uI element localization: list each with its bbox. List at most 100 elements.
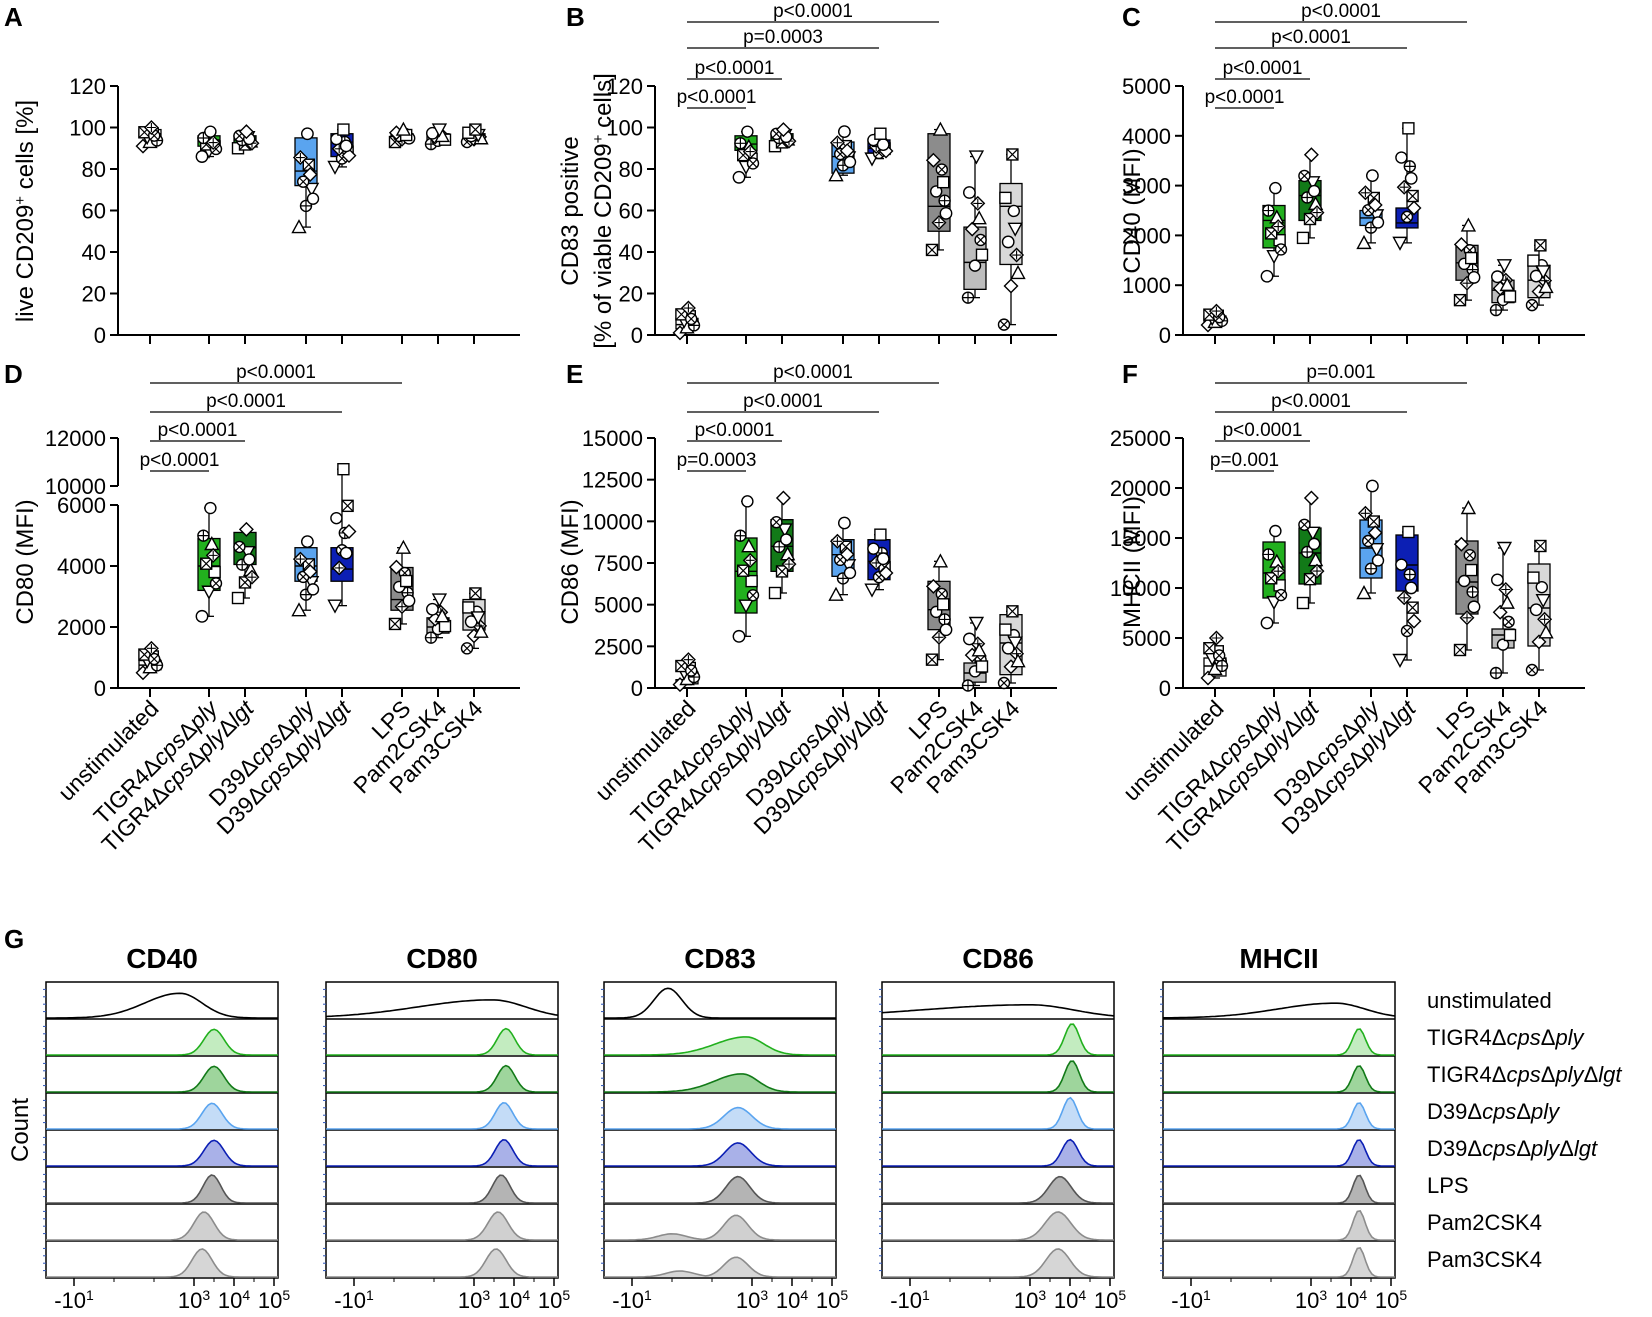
- y-axis-label: CD86 (MFI): [557, 499, 584, 624]
- data-point-cross: [1304, 573, 1316, 586]
- data-point: [1535, 593, 1551, 609]
- data-point: [195, 150, 209, 163]
- tick-exponent: 3: [482, 1287, 490, 1303]
- data-point: [737, 564, 750, 577]
- data-point: [292, 551, 308, 567]
- data-point: [242, 553, 256, 566]
- data-point: [1356, 585, 1372, 600]
- box-d39cpsply: [291, 535, 320, 697]
- tick-base: 10: [1054, 1288, 1078, 1313]
- box-tigr4cpsply: [732, 495, 760, 697]
- histogram-curve: [1163, 1139, 1395, 1167]
- p-value-label: p<0.0001: [1223, 58, 1303, 79]
- data-point: [434, 608, 450, 623]
- y-tick-label: 10000: [45, 474, 106, 499]
- data-point-cross: [1490, 667, 1502, 679]
- data-point: [1525, 298, 1539, 312]
- data-point: [395, 121, 412, 136]
- y-tick-label: 120: [69, 74, 106, 99]
- text-segment: Δ: [1541, 1062, 1556, 1087]
- significance-bracket: p<0.0001: [1215, 1, 1467, 23]
- significance-bracket: p=0.0003: [677, 450, 757, 472]
- box-d39cpsply: [828, 125, 857, 344]
- x-tick-label: -101: [890, 1287, 930, 1313]
- y-axis-label: live CD209+ cells [%]: [12, 100, 40, 322]
- significance-bracket: p<0.0001: [150, 362, 402, 384]
- data-point: [937, 175, 950, 189]
- data-point-cross: [1262, 205, 1274, 217]
- data-point: [238, 124, 254, 140]
- data-point: [1400, 210, 1414, 224]
- data-point: [1402, 122, 1415, 135]
- data-point: [999, 191, 1012, 205]
- data-point-cross: [469, 123, 482, 136]
- data-point-cross: [1301, 191, 1313, 203]
- panel-label: E: [566, 359, 583, 389]
- data-point: [303, 182, 320, 197]
- data-point-cross: [397, 602, 407, 612]
- data-point: [1496, 541, 1513, 556]
- data-point-cross: [1273, 566, 1283, 576]
- data-point: [1395, 558, 1408, 571]
- box-lps: [388, 539, 416, 697]
- data-point: [1396, 179, 1412, 195]
- text-segment: ply: [1554, 1025, 1585, 1050]
- box-d39cpsplylgt: [327, 463, 357, 697]
- data-point: [781, 556, 797, 572]
- box-tigr4cpsplylgt: [231, 521, 260, 697]
- x-tick-label: 103: [736, 1287, 768, 1313]
- data-point-cross: [298, 177, 308, 186]
- data-point: [1534, 239, 1547, 252]
- histogram-curve: [46, 1028, 278, 1056]
- box-d39cpsplylgt: [327, 123, 357, 344]
- data-point: [1305, 526, 1321, 541]
- data-point-cross: [197, 530, 209, 542]
- y-tick-label: 40: [619, 240, 643, 265]
- data-point: [775, 122, 791, 138]
- data-point: [1499, 276, 1515, 292]
- x-tick-label: -101: [54, 1287, 94, 1313]
- box-d39cpsply: [1356, 169, 1385, 344]
- data-point-cross: [1276, 245, 1286, 254]
- data-point-cross: [295, 153, 305, 163]
- p-value-label: p=0.0003: [677, 450, 757, 471]
- data-point: [975, 248, 989, 261]
- histogram-curve: [1163, 1246, 1395, 1278]
- histogram-fill: [604, 1176, 836, 1203]
- box-unstimulated: [1200, 303, 1229, 344]
- data-point: [1492, 604, 1508, 620]
- histogram-fill: [882, 1249, 1114, 1277]
- histogram-curve: [1163, 1174, 1395, 1204]
- x-tick-label: -101: [612, 1287, 652, 1313]
- y-tick-label: 60: [619, 199, 643, 224]
- panel-label: G: [4, 924, 24, 954]
- data-point: [1403, 160, 1417, 173]
- histogram-fill: [604, 1142, 836, 1166]
- data-point: [843, 155, 857, 169]
- data-point: [238, 521, 254, 537]
- p-value-label: p<0.0001: [1271, 391, 1351, 412]
- data-point: [1392, 236, 1408, 251]
- histogram-fill: [604, 1036, 836, 1055]
- data-point: [1212, 649, 1226, 662]
- data-point: [925, 653, 939, 666]
- significance-bracket: p<0.0001: [687, 1, 939, 23]
- data-point: [341, 148, 357, 164]
- histogram-curve: [1163, 1209, 1395, 1241]
- tick-base: 10: [1014, 1288, 1038, 1313]
- data-point: [1406, 613, 1422, 629]
- data-point-cross: [937, 165, 947, 174]
- data-point-cross: [939, 195, 951, 207]
- data-point: [963, 632, 976, 646]
- data-point-cross: [934, 632, 944, 642]
- text-segment: cps: [1482, 1136, 1516, 1161]
- data-point: [1527, 571, 1540, 584]
- data-point-cross: [149, 654, 159, 664]
- tick-base: -10: [54, 1288, 86, 1313]
- y-tick-label: 15000: [582, 426, 643, 451]
- box-d39cpsplylgt: [864, 127, 894, 344]
- data-point: [935, 163, 948, 176]
- y-tick-label: 5000: [1122, 74, 1171, 99]
- data-point-cross: [1012, 250, 1022, 260]
- box-unstimulated: [1200, 630, 1229, 697]
